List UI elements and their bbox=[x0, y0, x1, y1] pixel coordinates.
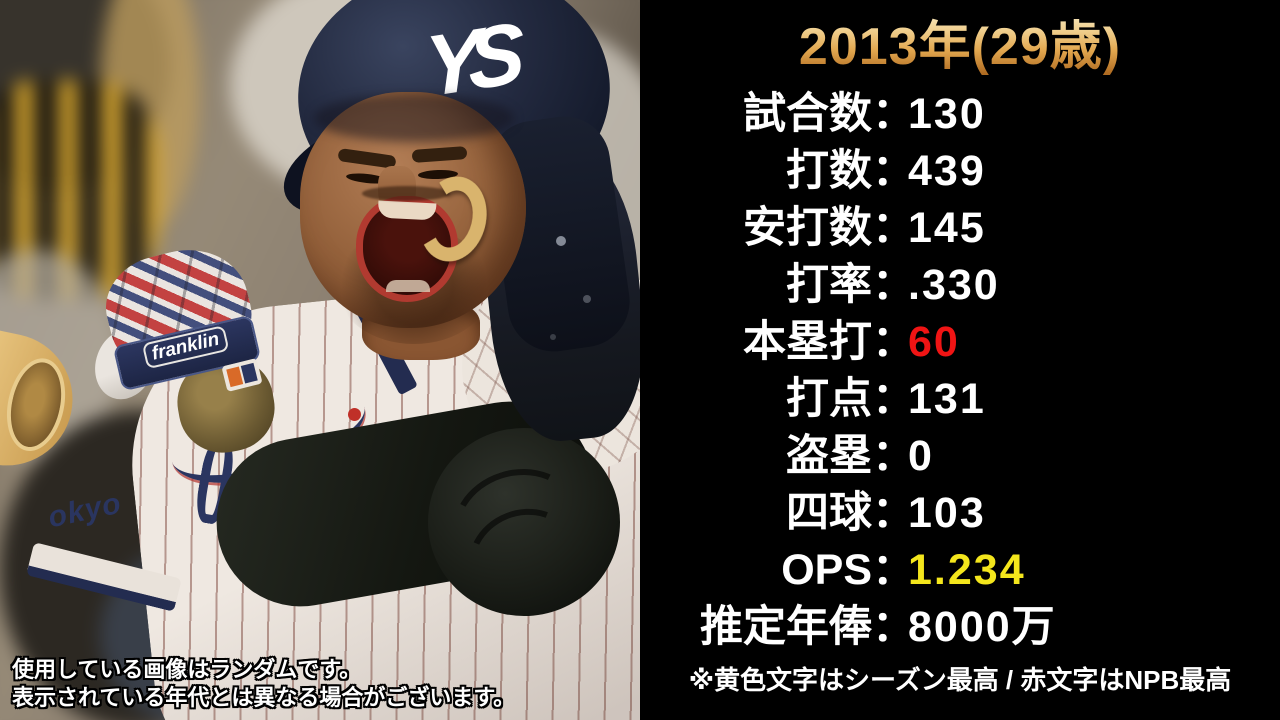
stat-label: 盗塁 bbox=[786, 432, 872, 480]
stat-value: 439 bbox=[908, 147, 986, 195]
stat-value: 130 bbox=[908, 90, 986, 138]
disclaimer-line2: 表示されている年代とは異なる場合がございます。 bbox=[12, 685, 516, 710]
disclaimer-line1: 使用している画像はランダムです。 bbox=[12, 657, 362, 682]
teeth bbox=[386, 280, 430, 292]
stat-row: 本塁打： 60 bbox=[640, 314, 1280, 371]
stats-panel: 2013年(29歳) 試合数： 130 打数： 439 安打数： 145 打率： .330 本塁… bbox=[640, 0, 1280, 720]
stat-colon: ： bbox=[872, 261, 915, 309]
stat-label: 推定年俸 bbox=[700, 603, 872, 651]
stat-value: 0 bbox=[908, 432, 934, 480]
stat-row: 打率： .330 bbox=[640, 257, 1280, 314]
stat-colon: ： bbox=[872, 147, 915, 195]
patch-color bbox=[240, 362, 258, 384]
stat-row: 試合数： 130 bbox=[640, 86, 1280, 143]
stat-value: 103 bbox=[908, 489, 986, 537]
stat-colon: ： bbox=[872, 432, 915, 480]
stat-value: .330 bbox=[908, 261, 1000, 309]
stat-value: 60 bbox=[908, 318, 960, 366]
player-photo: franklin YS okyo 使用してい bbox=[0, 0, 640, 720]
stat-label: 試合数 bbox=[743, 90, 872, 138]
stat-row: 安打数： 145 bbox=[640, 200, 1280, 257]
stat-label: 打点 bbox=[786, 375, 872, 423]
jersey-button bbox=[348, 408, 361, 421]
season-title: 2013年(29歳) bbox=[640, 14, 1280, 80]
stats-list: 試合数： 130 打数： 439 安打数： 145 打率： .330 本塁打： 60 打点： 131 盗… bbox=[640, 86, 1280, 656]
stat-label: 本塁打 bbox=[743, 318, 872, 366]
stat-value: 8000万 bbox=[908, 603, 1057, 651]
elbow-guard-cap bbox=[428, 428, 620, 616]
legend-footnote: ※黄色文字はシーズン最高 / 赤文字はNPB最高 bbox=[688, 665, 1232, 695]
stat-row: 打点： 131 bbox=[640, 371, 1280, 428]
helmet-shadow bbox=[314, 94, 514, 142]
helmet-reflections bbox=[556, 236, 566, 246]
stat-colon: ： bbox=[872, 204, 915, 252]
stat-colon: ： bbox=[872, 318, 915, 366]
stat-value: 1.234 bbox=[908, 546, 1026, 594]
image-disclaimer: 使用している画像はランダムです。 表示されている年代とは異なる場合がございます。 bbox=[12, 656, 626, 712]
stat-row: 打数： 439 bbox=[640, 143, 1280, 200]
stat-value: 131 bbox=[908, 375, 986, 423]
stat-colon: ： bbox=[872, 603, 915, 651]
mustache bbox=[362, 186, 450, 201]
stat-colon: ： bbox=[872, 489, 915, 537]
stat-label: 打率 bbox=[786, 261, 872, 309]
stat-label: 安打数 bbox=[743, 204, 872, 252]
stat-row: OPS： 1.234 bbox=[640, 542, 1280, 599]
stat-label: 打数 bbox=[786, 147, 872, 195]
stat-label: OPS bbox=[781, 546, 872, 594]
stat-value: 145 bbox=[908, 204, 986, 252]
stat-colon: ： bbox=[872, 90, 915, 138]
stat-row: 盗塁： 0 bbox=[640, 428, 1280, 485]
stat-label: 四球 bbox=[786, 489, 872, 537]
stat-colon: ： bbox=[872, 546, 915, 594]
stat-row: 推定年俸： 8000万 bbox=[640, 599, 1280, 656]
stat-colon: ： bbox=[872, 375, 915, 423]
patch-color bbox=[226, 366, 244, 388]
stat-row: 四球： 103 bbox=[640, 485, 1280, 542]
